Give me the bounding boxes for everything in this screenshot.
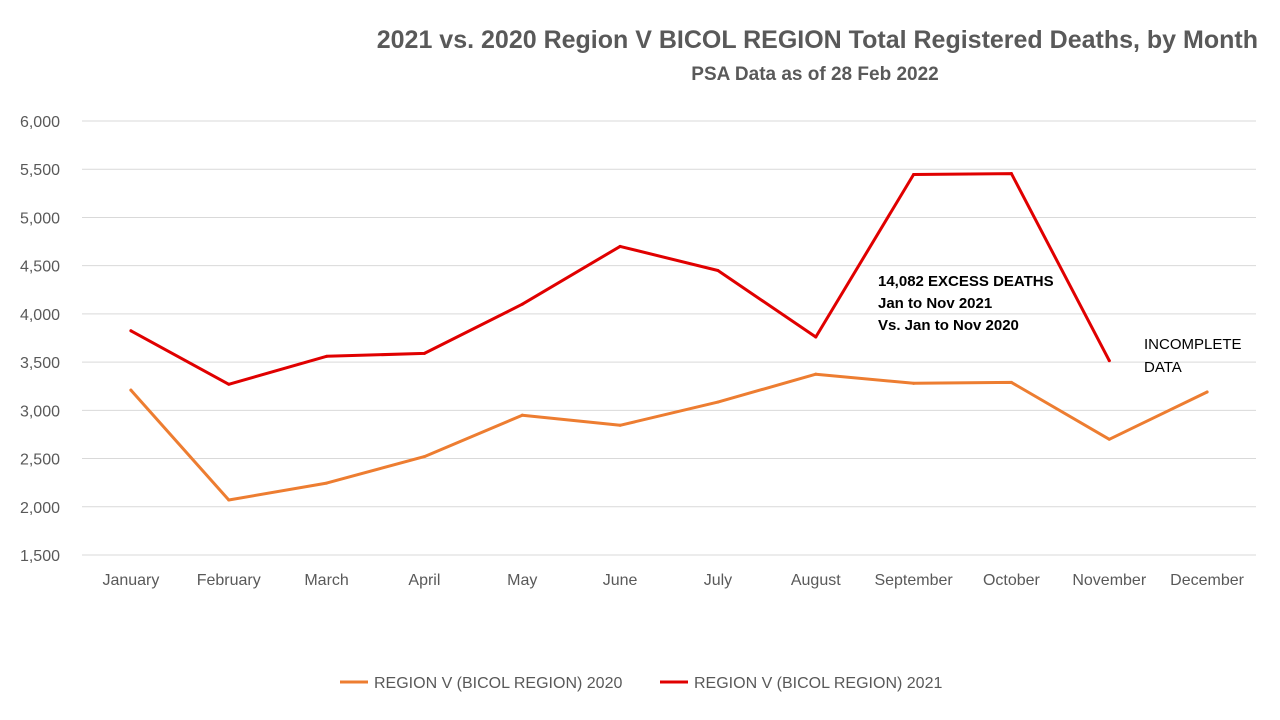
data-point <box>716 268 720 272</box>
x-tick-label: November <box>1072 572 1146 589</box>
legend: REGION V (BICOL REGION) 2020 REGION V (B… <box>340 675 942 692</box>
y-tick-label: 5,500 <box>20 162 60 179</box>
data-point <box>618 423 622 427</box>
x-tick-label: April <box>408 572 440 589</box>
x-tick-label: July <box>704 572 732 589</box>
data-point <box>129 388 133 392</box>
annotation-excess-deaths: 14,082 EXCESS DEATHS Jan to Nov 2021 Vs.… <box>878 273 1054 334</box>
chart-title: 2021 vs. 2020 Region V BICOL REGION Tota… <box>377 26 1258 54</box>
annotation-excess-line-1: 14,082 EXCESS DEATHS <box>878 273 1054 290</box>
annotation-incomplete-line-1: INCOMPLETE <box>1144 336 1242 353</box>
y-tick-label: 5,000 <box>20 210 60 227</box>
x-axis-tick-labels: January February March April May June July Augu… <box>102 572 1244 589</box>
data-point <box>1009 172 1013 176</box>
legend-label-2021: REGION V (BICOL REGION) 2021 <box>694 675 942 692</box>
x-tick-label: December <box>1170 572 1244 589</box>
annotation-excess-line-3: Vs. Jan to Nov 2020 <box>878 317 1019 334</box>
chart-subtitle: PSA Data as of 28 Feb 2022 <box>691 64 938 85</box>
y-tick-label: 2,500 <box>20 452 60 469</box>
data-point <box>422 351 426 355</box>
series-line-0 <box>129 372 1209 502</box>
data-point <box>1107 437 1111 441</box>
data-point <box>912 173 916 177</box>
series-lines <box>129 172 1209 502</box>
data-point <box>227 498 231 502</box>
y-axis-tick-labels: 1,500 2,000 2,500 3,000 3,500 4,000 4,500 5,000… <box>20 114 60 565</box>
y-tick-label: 4,500 <box>20 259 60 276</box>
data-point <box>1107 359 1111 363</box>
y-tick-label: 3,000 <box>20 403 60 420</box>
data-point <box>1009 380 1013 384</box>
data-point <box>129 329 133 333</box>
annotation-incomplete-line-2: DATA <box>1144 359 1182 376</box>
annotation-incomplete-data: INCOMPLETE DATA <box>1144 336 1242 376</box>
annotation-excess-line-2: Jan to Nov 2021 <box>878 295 992 312</box>
y-tick-label: 4,000 <box>20 307 60 324</box>
data-point <box>618 244 622 248</box>
legend-label-2020: REGION V (BICOL REGION) 2020 <box>374 675 622 692</box>
x-tick-label: January <box>102 572 159 589</box>
x-tick-label: September <box>874 572 953 589</box>
data-point <box>422 455 426 459</box>
data-point <box>1205 390 1209 394</box>
y-tick-label: 1,500 <box>20 548 60 565</box>
y-tick-label: 2,000 <box>20 500 60 517</box>
data-point <box>520 413 524 417</box>
x-tick-label: February <box>197 572 261 589</box>
data-point <box>814 335 818 339</box>
data-point <box>227 382 231 386</box>
data-point <box>325 481 329 485</box>
x-tick-label: June <box>603 572 638 589</box>
y-tick-label: 6,000 <box>20 114 60 131</box>
x-tick-label: March <box>304 572 348 589</box>
x-tick-label: October <box>983 572 1041 589</box>
data-point <box>520 302 524 306</box>
data-point <box>912 381 916 385</box>
data-point <box>716 400 720 404</box>
gridlines <box>82 120 1256 556</box>
x-tick-label: May <box>507 572 537 589</box>
x-tick-label: August <box>791 572 841 589</box>
data-point <box>325 354 329 358</box>
data-point <box>814 372 818 376</box>
y-tick-label: 3,500 <box>20 355 60 372</box>
